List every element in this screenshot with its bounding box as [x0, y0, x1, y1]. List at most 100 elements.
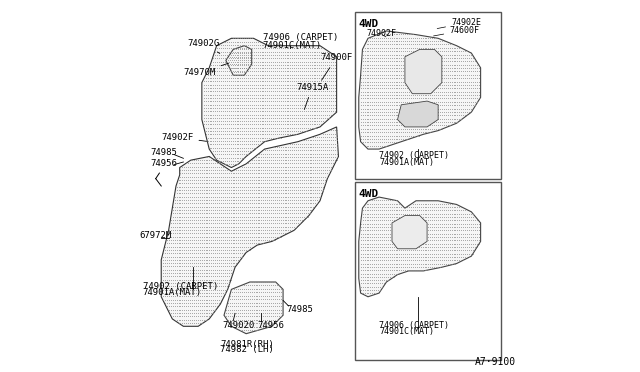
- Point: [299, 197, 309, 203]
- Point: [214, 82, 224, 88]
- Point: [160, 247, 170, 253]
- Point: [308, 49, 319, 55]
- Point: [196, 187, 207, 193]
- Point: [223, 58, 233, 64]
- Point: [460, 208, 470, 214]
- Point: [198, 317, 209, 323]
- Point: [358, 211, 368, 217]
- Point: [187, 310, 197, 316]
- Point: [474, 231, 484, 237]
- Point: [365, 267, 376, 273]
- Point: [232, 42, 242, 48]
- Point: [423, 72, 433, 78]
- Point: [299, 52, 309, 58]
- Point: [318, 187, 328, 193]
- Point: [295, 82, 305, 88]
- Point: [228, 125, 238, 131]
- Point: [189, 184, 199, 190]
- Point: [360, 122, 370, 128]
- Point: [185, 307, 195, 312]
- Point: [312, 125, 323, 131]
- Point: [173, 257, 184, 263]
- Point: [262, 324, 273, 330]
- Point: [460, 68, 470, 74]
- Point: [260, 320, 271, 326]
- Point: [185, 190, 195, 196]
- Point: [295, 154, 305, 160]
- Point: [202, 283, 212, 289]
- Point: [210, 290, 220, 296]
- Point: [245, 112, 255, 118]
- Point: [230, 50, 241, 56]
- Point: [210, 89, 220, 94]
- Point: [381, 65, 391, 71]
- Point: [202, 250, 212, 256]
- Point: [189, 310, 199, 316]
- Point: [423, 201, 433, 207]
- Point: [264, 164, 274, 170]
- Point: [293, 125, 303, 131]
- Point: [208, 240, 218, 246]
- Point: [454, 58, 465, 64]
- Point: [421, 119, 431, 125]
- Point: [252, 170, 262, 176]
- Point: [297, 78, 307, 84]
- Point: [185, 283, 195, 289]
- Point: [303, 207, 313, 213]
- Point: [241, 65, 252, 71]
- Point: [364, 270, 374, 276]
- Point: [429, 45, 439, 51]
- Point: [291, 180, 301, 186]
- Point: [237, 108, 248, 114]
- Point: [375, 96, 385, 102]
- Point: [210, 82, 220, 88]
- Point: [417, 224, 428, 230]
- Point: [185, 234, 195, 240]
- Point: [410, 204, 420, 210]
- Point: [429, 35, 439, 41]
- Text: 4WD: 4WD: [359, 189, 379, 199]
- Point: [400, 55, 410, 61]
- Point: [259, 82, 269, 88]
- Point: [256, 217, 266, 223]
- Point: [246, 324, 257, 330]
- Point: [244, 190, 255, 196]
- Point: [387, 65, 397, 71]
- Point: [260, 102, 271, 108]
- Point: [257, 82, 267, 88]
- Point: [233, 207, 243, 213]
- Point: [367, 35, 378, 41]
- Point: [248, 317, 259, 323]
- Point: [385, 68, 395, 74]
- Point: [365, 231, 376, 237]
- Point: [466, 227, 476, 233]
- Point: [419, 244, 429, 250]
- Point: [214, 240, 224, 246]
- Point: [392, 204, 403, 210]
- Point: [429, 68, 439, 74]
- Point: [449, 55, 459, 61]
- Point: [239, 105, 250, 111]
- Point: [360, 129, 370, 135]
- Point: [394, 119, 404, 125]
- Point: [320, 147, 330, 153]
- Point: [307, 112, 317, 118]
- Point: [474, 89, 484, 94]
- Point: [226, 98, 236, 104]
- Point: [373, 75, 383, 81]
- Point: [253, 62, 263, 68]
- Point: [310, 160, 321, 166]
- Point: [365, 72, 376, 78]
- Point: [204, 234, 214, 240]
- Point: [301, 105, 311, 111]
- Point: [462, 78, 472, 84]
- Point: [181, 290, 191, 296]
- Point: [299, 62, 309, 68]
- Point: [439, 254, 449, 260]
- Point: [390, 234, 401, 240]
- Point: [264, 282, 275, 288]
- Point: [301, 154, 311, 160]
- Point: [200, 160, 211, 166]
- Point: [396, 96, 406, 102]
- Point: [282, 131, 292, 137]
